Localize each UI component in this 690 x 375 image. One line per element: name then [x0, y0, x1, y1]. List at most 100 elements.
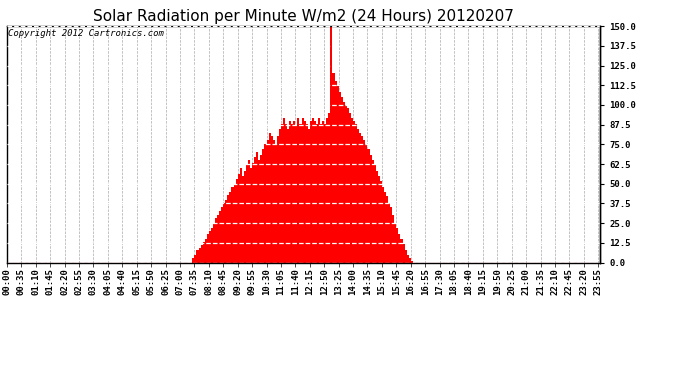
Bar [285, 124, 287, 262]
Bar [328, 113, 331, 262]
Title: Solar Radiation per Minute W/m2 (24 Hours) 20120207: Solar Radiation per Minute W/m2 (24 Hour… [93, 9, 514, 24]
Bar [349, 113, 351, 262]
Bar [335, 81, 337, 262]
Bar [370, 155, 372, 262]
Bar [246, 165, 248, 262]
Bar [306, 124, 308, 262]
Bar [254, 157, 256, 262]
Bar [266, 140, 268, 262]
Bar [304, 121, 306, 262]
Bar [270, 136, 273, 262]
Bar [402, 244, 404, 262]
Bar [195, 255, 197, 262]
Bar [364, 140, 366, 262]
Bar [411, 261, 413, 262]
Bar [248, 160, 250, 262]
Bar [357, 129, 359, 262]
Bar [299, 124, 302, 262]
Bar [215, 218, 217, 262]
Bar [359, 134, 362, 262]
Bar [295, 126, 297, 262]
Bar [283, 118, 285, 262]
Bar [368, 149, 370, 262]
Bar [362, 136, 364, 262]
Bar [302, 118, 304, 262]
Bar [226, 200, 228, 262]
Bar [211, 228, 213, 262]
Bar [382, 187, 384, 262]
Bar [322, 121, 324, 262]
Bar [235, 179, 237, 262]
Bar [351, 118, 353, 262]
Bar [197, 250, 199, 262]
Bar [337, 86, 339, 262]
Bar [229, 192, 231, 262]
Bar [408, 258, 411, 262]
Bar [400, 239, 402, 262]
Bar [258, 160, 260, 262]
Bar [314, 121, 316, 262]
Bar [380, 181, 382, 262]
Bar [281, 124, 283, 262]
Bar [287, 129, 289, 262]
Bar [308, 129, 310, 262]
Bar [291, 124, 293, 262]
Bar [355, 124, 357, 262]
Bar [320, 124, 322, 262]
Bar [372, 160, 374, 262]
Bar [239, 168, 241, 262]
Bar [388, 202, 390, 262]
Bar [318, 118, 320, 262]
Bar [228, 195, 229, 262]
Bar [384, 192, 386, 262]
Bar [310, 121, 312, 262]
Bar [341, 97, 343, 262]
Bar [256, 152, 258, 262]
Bar [217, 215, 219, 262]
Bar [224, 202, 226, 262]
Bar [386, 196, 388, 262]
Bar [219, 210, 221, 262]
Bar [347, 108, 349, 262]
Bar [260, 155, 262, 262]
Bar [404, 250, 406, 262]
Bar [398, 234, 400, 262]
Text: Copyright 2012 Cartronics.com: Copyright 2012 Cartronics.com [8, 28, 164, 38]
Bar [293, 121, 295, 262]
Bar [345, 105, 347, 262]
Bar [331, 26, 333, 262]
Bar [394, 223, 396, 262]
Bar [268, 134, 270, 262]
Bar [262, 149, 264, 262]
Bar [316, 124, 318, 262]
Bar [237, 174, 239, 262]
Bar [279, 129, 281, 262]
Bar [252, 163, 254, 262]
Bar [376, 171, 378, 262]
Bar [193, 258, 195, 262]
Bar [233, 184, 235, 262]
Bar [273, 140, 275, 262]
Bar [209, 231, 211, 262]
Bar [199, 248, 201, 262]
Bar [324, 124, 326, 262]
Bar [378, 176, 380, 262]
Bar [264, 144, 266, 262]
Bar [275, 144, 277, 262]
Bar [297, 118, 299, 262]
Bar [343, 102, 345, 262]
Bar [374, 165, 376, 262]
Bar [366, 144, 368, 262]
Bar [207, 234, 209, 262]
Bar [312, 118, 314, 262]
Bar [241, 176, 244, 262]
Bar [250, 168, 252, 262]
Bar [392, 215, 394, 262]
Bar [213, 223, 215, 262]
Bar [333, 74, 335, 262]
Bar [203, 242, 205, 262]
Bar [353, 121, 355, 262]
Bar [201, 245, 203, 262]
Bar [406, 255, 408, 262]
Bar [396, 228, 398, 262]
